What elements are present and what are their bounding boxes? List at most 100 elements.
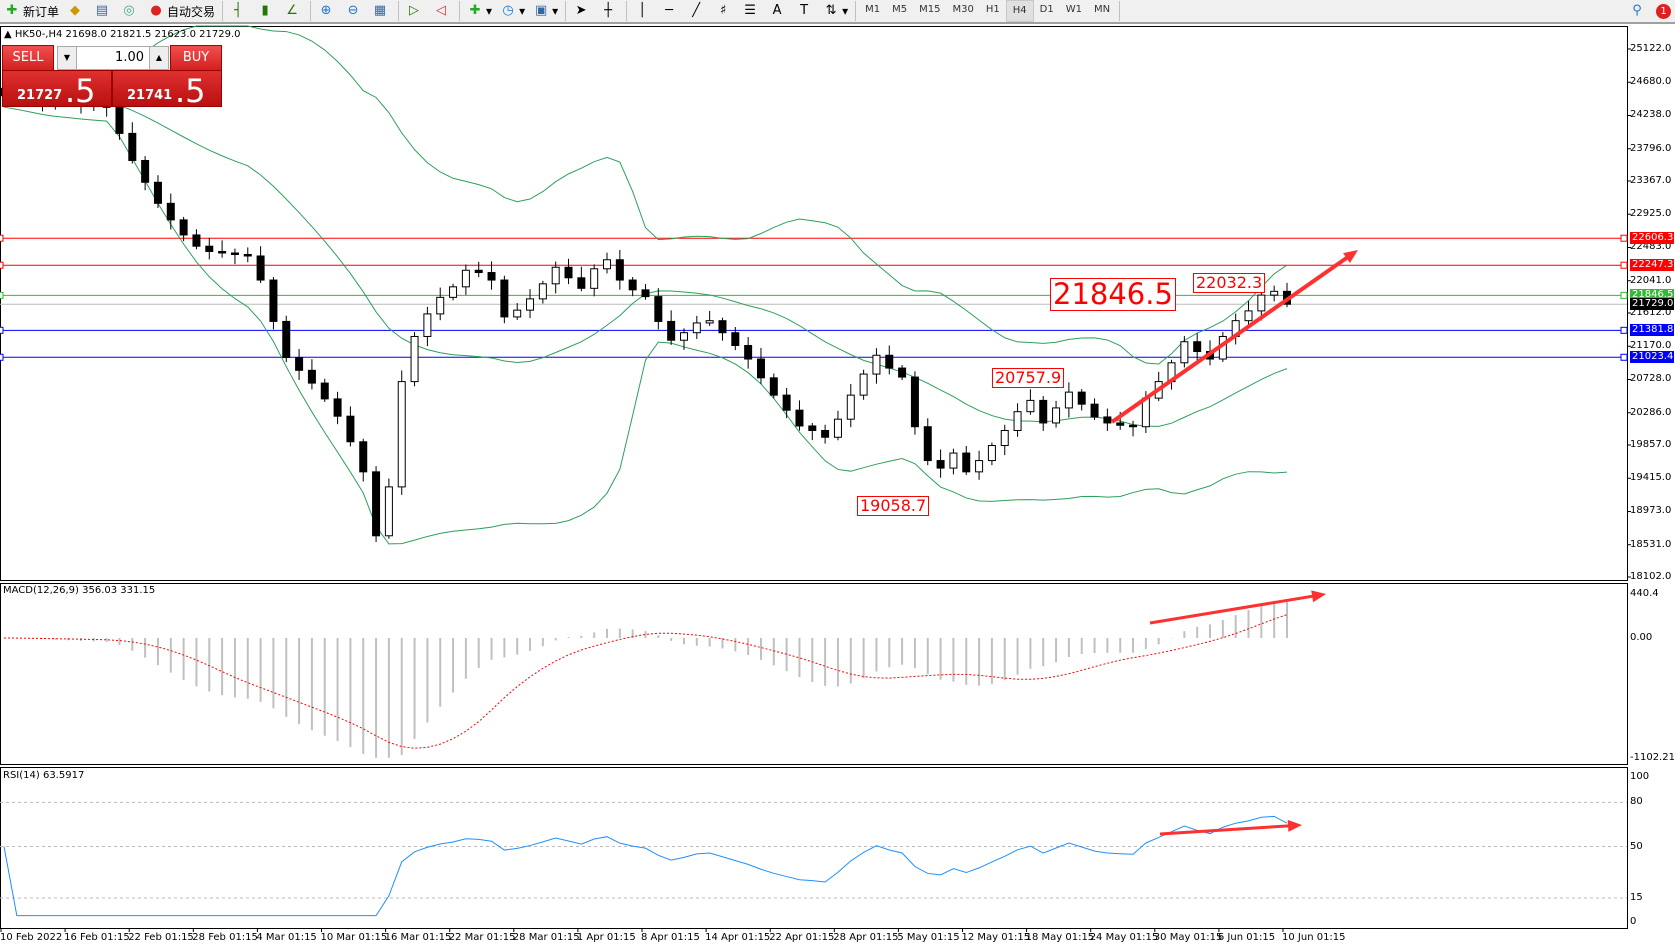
crosshair-button[interactable]: ┼ — [596, 0, 623, 22]
date-axis-label: 6 Jun 01:15 — [1217, 932, 1276, 943]
tile-windows-button[interactable]: ▦ — [368, 0, 395, 22]
timeframe-mn[interactable]: MN — [1093, 4, 1111, 15]
candle — [230, 248, 239, 265]
timeframe-m1[interactable]: M1 — [865, 4, 881, 15]
timeframe-m15[interactable]: M15 — [919, 4, 941, 15]
timeframe-m30[interactable]: M30 — [952, 4, 974, 15]
timeframe-h4[interactable]: H4 — [1005, 0, 1034, 22]
zoom-out-icon: ⊖ — [347, 3, 359, 18]
periods-button[interactable]: ◷ ▾ — [496, 0, 529, 22]
candle — [1231, 313, 1240, 345]
candle — [654, 288, 663, 330]
zoom-out-button[interactable]: ⊖ — [341, 0, 368, 22]
text-button[interactable]: A — [765, 0, 792, 22]
sell-price-fraction: .5 — [65, 72, 96, 110]
sell-price[interactable]: 21727.5 — [2, 70, 112, 110]
price-level-tag: 21023.4 — [1630, 351, 1674, 364]
fibonacci-button[interactable]: ♯ — [711, 0, 738, 22]
collapse-triangle-icon[interactable]: ▲ — [4, 29, 12, 40]
auto-trading-button[interactable]: ● 自动交易 — [144, 0, 219, 22]
trendline-button[interactable]: ╱ — [684, 0, 711, 22]
fibonacci-fan-button[interactable]: ☰ — [738, 0, 765, 22]
auto-trading-icon: ● — [150, 3, 162, 18]
rsi-axis-label: 50 — [1630, 840, 1643, 852]
horizontal-line-button[interactable]: ─ — [657, 0, 684, 22]
candle — [179, 216, 188, 242]
price-axis-label: 24238.0 — [1630, 109, 1672, 121]
lot-size-field[interactable]: ▼ 1.00 ▲ — [57, 46, 169, 70]
market-watch-button[interactable]: ◆ — [63, 0, 90, 22]
notifications-button[interactable]: 1 — [1652, 0, 1675, 22]
candle — [295, 349, 304, 380]
candle — [423, 306, 432, 347]
bear-candle-body — [782, 394, 791, 411]
bear-candle-body — [346, 415, 355, 443]
arrows-icon: ⇅ — [825, 3, 837, 18]
buy-price[interactable]: 21741.5 — [112, 70, 222, 110]
date-axis-label: 22 Mar 01:15 — [448, 932, 516, 943]
bear-candle-body — [885, 354, 894, 369]
vertical-line-button[interactable]: │ — [630, 0, 657, 22]
price-axis-label: 18531.0 — [1630, 538, 1672, 550]
bull-candle-body — [1180, 341, 1189, 364]
bear-candle-body — [910, 376, 919, 428]
bull-candle-body — [384, 486, 393, 537]
bar-chart-button[interactable]: ┤ — [226, 0, 253, 22]
candle — [153, 175, 162, 209]
timeframe-w1[interactable]: W1 — [1065, 4, 1082, 15]
signals-button[interactable]: ◎ — [117, 0, 144, 22]
lot-value[interactable]: 1.00 — [115, 50, 144, 65]
bear-candle-body — [898, 367, 907, 378]
bull-candle-body — [679, 332, 688, 341]
toolbar-separator — [398, 1, 400, 21]
timeframe-m5[interactable]: M5 — [892, 4, 908, 15]
date-axis-label: 10 Jun 01:15 — [1282, 932, 1346, 943]
bear-candle-body — [500, 279, 509, 318]
annotation-level[interactable]: 21846.5 — [1050, 278, 1176, 311]
timeframe-d1[interactable]: D1 — [1039, 4, 1054, 15]
lot-increase-button[interactable]: ▲ — [149, 47, 168, 69]
price-axis-label: 18102.0 — [1630, 571, 1672, 582]
candle — [282, 315, 291, 363]
date-axis-label: 12 May 01:15 — [961, 932, 1031, 943]
bear-candle-body — [923, 426, 932, 462]
bear-candle-body — [243, 253, 252, 257]
date-axis-label: 5 May 01:15 — [897, 932, 960, 943]
search-button[interactable]: ⚲ — [1625, 0, 1652, 22]
bear-candle-body — [256, 255, 265, 281]
bull-candle-body — [423, 313, 432, 337]
bull-candle-body — [949, 452, 958, 469]
cursor-button[interactable]: ➤ — [569, 0, 596, 22]
navigator-button[interactable]: ▤ — [90, 0, 117, 22]
lot-decrease-button[interactable]: ▼ — [58, 47, 77, 69]
templates-button[interactable]: ▣ ▾ — [534, 3, 559, 18]
date-axis-label: 30 May 01:15 — [1153, 932, 1223, 943]
bear-candle-body — [269, 279, 278, 322]
bear-candle-body — [1039, 399, 1048, 424]
annotation-swing-high[interactable]: 20757.9 — [992, 368, 1065, 388]
timeframe-h1[interactable]: H1 — [985, 4, 1000, 15]
chart-shift-button[interactable]: ▷ — [402, 0, 429, 22]
buy-button[interactable]: BUY — [170, 45, 222, 71]
toolbar-separator — [1119, 1, 1121, 21]
text-label-button[interactable]: T — [792, 0, 819, 22]
bear-candle-body — [282, 320, 291, 359]
candle — [987, 442, 996, 466]
autoscroll-button[interactable]: ◁ — [429, 0, 456, 22]
line-chart-button[interactable]: ∠ — [280, 0, 307, 22]
date-axis-label: 10 Mar 01:15 — [320, 932, 388, 943]
annotation-low[interactable]: 19058.7 — [857, 496, 930, 516]
new-order-button[interactable]: ✚ 新订单 — [0, 0, 63, 22]
price-axis-label: 18973.0 — [1630, 505, 1672, 517]
candlestick-button[interactable]: ▮ — [253, 0, 280, 22]
annotation-high[interactable]: 22032.3 — [1193, 273, 1266, 293]
bear-candle-body — [1090, 403, 1099, 418]
arrows-button[interactable]: ⇅ ▾ — [819, 0, 852, 22]
bear-candle-body — [359, 441, 368, 473]
level-handle — [0, 291, 4, 299]
sell-button[interactable]: SELL — [2, 45, 54, 71]
zoom-in-button[interactable]: ⊕ — [314, 0, 341, 22]
indicators-button[interactable]: ✚ ▾ — [463, 0, 496, 22]
signals-icon: ◎ — [123, 3, 135, 18]
